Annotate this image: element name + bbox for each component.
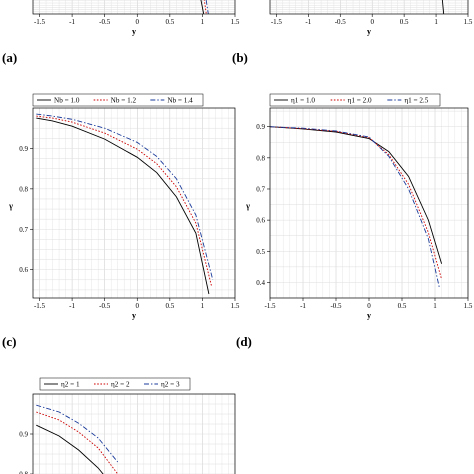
- y-tick-label: 0.6: [256, 217, 265, 225]
- x-tick-label: -1.5: [264, 302, 276, 310]
- legend: η2 = 1 η2 = 2 η2 = 3: [39, 377, 191, 391]
- plot-frame: [32, 0, 236, 15]
- x-tick-label: -0.5: [335, 18, 347, 26]
- legend: η1 = 1.0 η1 = 2.0 η1 = 2.5: [269, 93, 441, 107]
- legend-box: [32, 93, 204, 107]
- x-tick-label: 0: [136, 18, 140, 26]
- x-tick-label: 0: [367, 302, 371, 310]
- grid: [270, 108, 468, 298]
- panel-label-b: (b): [232, 50, 248, 65]
- series-line-1: [36, 117, 210, 295]
- legend-label-3: Nb = 1.4: [167, 97, 193, 105]
- panel-label-d: (d): [236, 334, 252, 349]
- legend: Nb = 1.0 Nb = 1.2 Nb = 1.4: [32, 93, 204, 107]
- grid: [33, 394, 235, 474]
- series-line-2: [203, 0, 207, 14]
- x-tick-label: 1.5: [464, 18, 473, 26]
- legend-label-1: η1 = 1.0: [291, 97, 315, 105]
- plot-frame: [32, 107, 236, 299]
- x-tick-label: -1: [69, 18, 75, 26]
- x-tick-label: -1.5: [34, 302, 46, 310]
- grid: [33, 0, 235, 14]
- x-axis-label: y: [367, 311, 371, 320]
- series-line-3: [205, 0, 209, 14]
- x-tick-label: 1: [201, 18, 205, 26]
- legend-label-3: η1 = 2.5: [404, 97, 428, 105]
- x-tick-label: 0: [370, 18, 374, 26]
- x-tick-label: -0.5: [99, 302, 111, 310]
- x-tick-label: 0.5: [400, 18, 409, 26]
- y-tick-label: 0.9: [256, 123, 265, 131]
- y-tick-label: 0.9: [19, 431, 28, 439]
- x-tick-label: 1.5: [231, 18, 240, 26]
- y-tick-label: 0.4: [256, 279, 265, 287]
- x-axis-label: y: [367, 27, 371, 36]
- plot-frame: [32, 393, 236, 474]
- y-tick-label: 0.8: [19, 471, 28, 474]
- series-line-3: [36, 404, 119, 463]
- x-tick-label: -1: [69, 302, 75, 310]
- y-tick-label: 0.7: [19, 226, 28, 234]
- series-line-1: [200, 0, 205, 14]
- x-axis-label: y: [132, 27, 136, 36]
- legend-label-1: Nb = 1.0: [54, 97, 80, 105]
- y-tick-label: 0.5: [256, 248, 265, 256]
- chart-5: 0.8 0.9 η2 = 1 η2 = 2 η2 = 3: [19, 377, 236, 474]
- x-tick-label: 1: [201, 302, 205, 310]
- x-tick-label: 0.5: [165, 18, 174, 26]
- series-line-1: [36, 424, 104, 474]
- legend-label-2: η1 = 2.0: [348, 97, 372, 105]
- y-tick-label: 0.8: [256, 154, 265, 162]
- series-line-3: [36, 113, 214, 280]
- plot-frame: [269, 0, 469, 15]
- x-tick-label: -1.5: [34, 18, 46, 26]
- x-tick-label: -1: [305, 18, 311, 26]
- legend-box: [269, 93, 441, 107]
- x-tick-label: 1.5: [464, 302, 473, 310]
- y-tick-label: 0.8: [19, 185, 28, 193]
- y-tick-label: 0.6: [19, 266, 28, 274]
- series-line-1: [441, 0, 445, 14]
- legend-label-2: η2 = 2: [111, 381, 130, 389]
- chart-1: -1.5 -1 -0.5 0 0.5 1 1.5 y: [32, 0, 240, 36]
- legend-label-1: η2 = 1: [61, 381, 80, 389]
- legend-label-3: η2 = 3: [161, 381, 180, 389]
- y-tick-label: 0.7: [256, 185, 265, 193]
- series-line-2: [36, 115, 212, 287]
- x-tick-label: 1: [433, 302, 437, 310]
- x-tick-label: -0.5: [330, 302, 342, 310]
- y-axis-label: γ: [245, 202, 250, 211]
- chart-2: -1.5 -1 -0.5 0 0.5 1 1.5 y: [269, 0, 473, 36]
- x-tick-label: -1.5: [271, 18, 283, 26]
- grid: [270, 0, 468, 14]
- x-axis-label: y: [132, 311, 136, 320]
- panel-label-c: (c): [2, 334, 16, 349]
- y-axis-label: γ: [8, 202, 13, 211]
- charts-layer: -1.5 -1 -0.5 0 0.5 1 1.5y-1.5 -1 -0.5 0 0.5 1 1.5y-1…: [8, 0, 473, 474]
- x-tick-label: 1: [434, 18, 438, 26]
- y-tick-label: 0.9: [19, 145, 28, 153]
- x-tick-label: 0.5: [398, 302, 407, 310]
- chart-4: -1.5 -1 -0.5 0 0.5 1 1.5 y 0.4 0.5 0.6 0.7 0.8 0.9 γ η1…: [245, 93, 473, 320]
- x-tick-label: 0.5: [165, 302, 174, 310]
- legend-label-2: Nb = 1.2: [111, 97, 137, 105]
- legend-box: [39, 377, 191, 391]
- x-tick-label: 0: [136, 302, 140, 310]
- panel-label-a: (a): [2, 50, 17, 65]
- grid: [33, 108, 235, 298]
- x-tick-label: 1.5: [231, 302, 240, 310]
- series-line-3: [270, 126, 441, 289]
- x-tick-label: -0.5: [99, 18, 111, 26]
- series-line-2: [36, 411, 119, 474]
- x-tick-label: -1: [300, 302, 306, 310]
- chart-3: -1.5 -1 -0.5 0 0.5 1 1.5 y 0.6 0.7 0.8 0.9 γ Nb = 1.0…: [8, 93, 240, 320]
